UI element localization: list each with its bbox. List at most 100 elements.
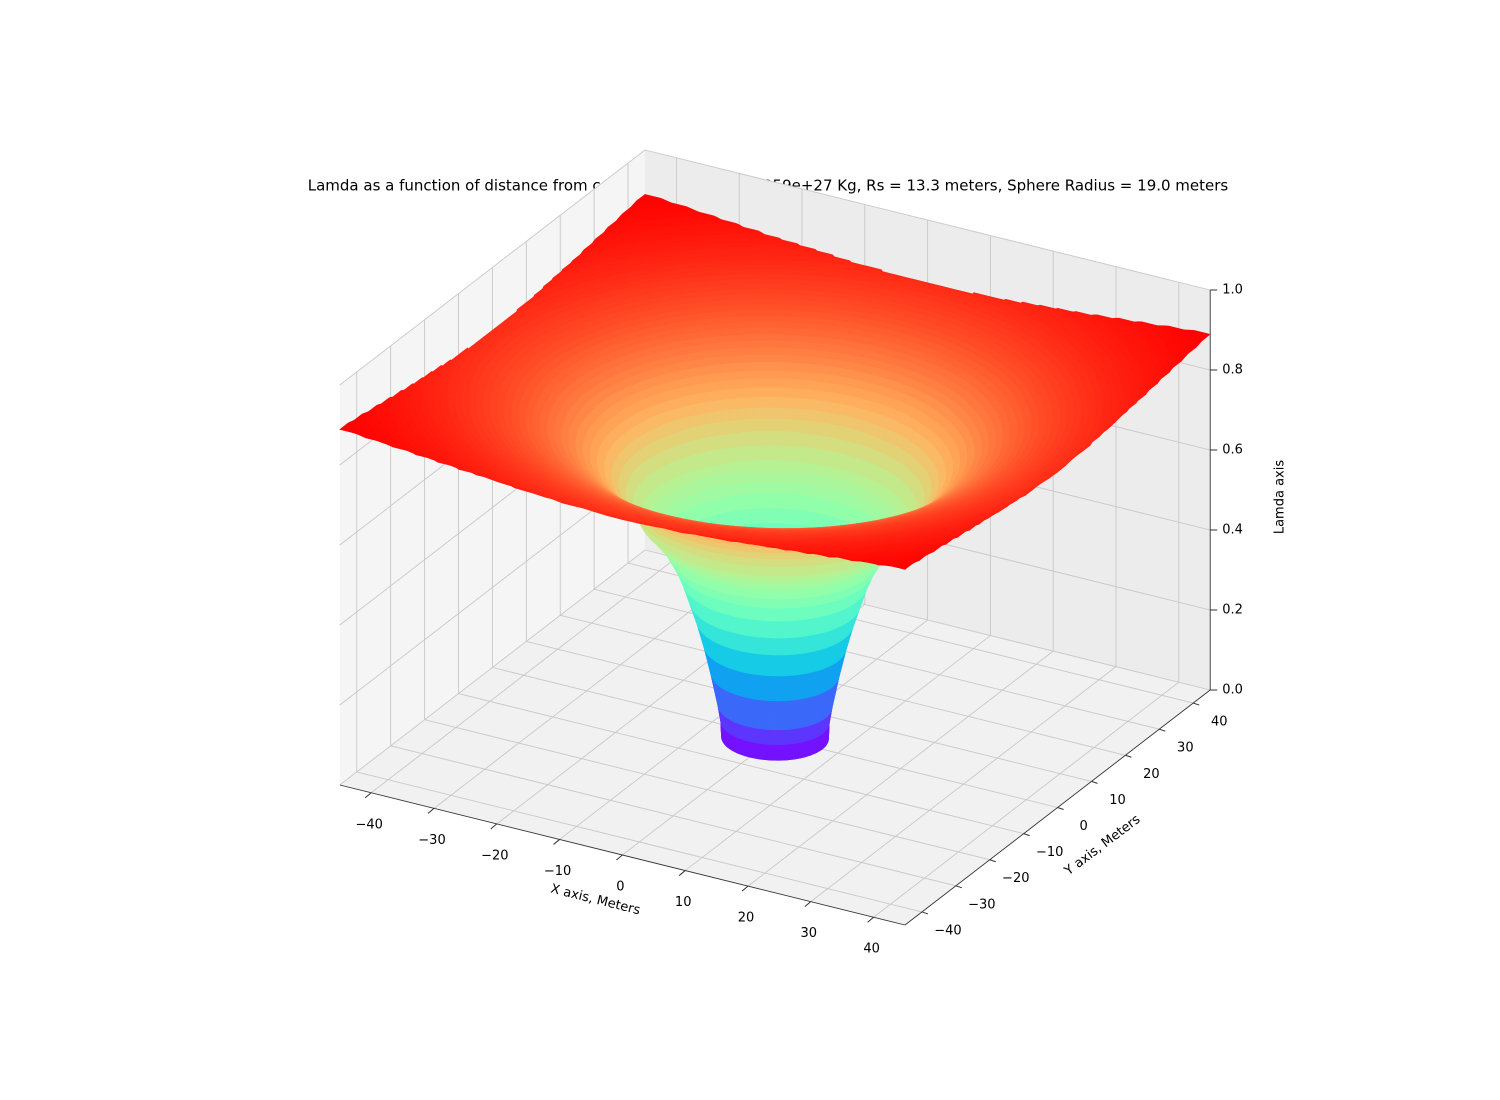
surface-patch bbox=[791, 575, 801, 581]
surface-patch bbox=[776, 744, 780, 761]
surface-patch bbox=[750, 387, 762, 399]
surface-patch bbox=[771, 575, 780, 581]
surface-patch bbox=[754, 315, 769, 323]
surface-patch bbox=[738, 370, 751, 381]
surface-patch bbox=[768, 654, 774, 677]
surface-patch bbox=[755, 557, 765, 567]
surface-patch bbox=[719, 328, 734, 337]
y-tick bbox=[1193, 702, 1200, 706]
surface-patch bbox=[776, 637, 783, 656]
surface-patch bbox=[744, 334, 758, 342]
surface-patch bbox=[748, 264, 767, 271]
surface-patch bbox=[777, 492, 785, 509]
z-tick-label: 1.0 bbox=[1222, 283, 1243, 298]
surface-patch bbox=[767, 304, 782, 312]
grid-line bbox=[390, 745, 956, 887]
surface-patch bbox=[747, 354, 760, 364]
surface-patch bbox=[773, 744, 777, 761]
z-tick-label: 0.0 bbox=[1222, 683, 1243, 698]
z-tick-label: 0.2 bbox=[1222, 603, 1243, 618]
x-axis-label: X axis, Meters bbox=[549, 882, 642, 919]
surface-patch bbox=[771, 579, 780, 586]
surface-patch bbox=[777, 444, 787, 462]
surface-patch bbox=[777, 481, 785, 494]
surface-patch bbox=[769, 370, 780, 380]
y-tick-label: −30 bbox=[968, 897, 995, 912]
surface-patch bbox=[778, 418, 788, 433]
x-tick-label: −20 bbox=[481, 848, 508, 863]
surface-patch bbox=[795, 398, 807, 411]
surface-patch bbox=[765, 255, 784, 262]
surface-patch bbox=[729, 251, 749, 257]
surface-patch bbox=[770, 729, 775, 745]
surface-patch bbox=[770, 430, 779, 446]
surface-patch bbox=[779, 340, 793, 349]
surface-patch bbox=[771, 492, 779, 509]
surface-patch bbox=[778, 397, 789, 409]
y-tick-label: −20 bbox=[1002, 871, 1029, 886]
surface-patch bbox=[766, 507, 773, 524]
surface-patch bbox=[764, 575, 773, 581]
surface-patch bbox=[765, 264, 784, 271]
surface-patch bbox=[770, 444, 779, 462]
surface-patch bbox=[766, 278, 783, 285]
surface-patch bbox=[764, 470, 772, 483]
surface-patch bbox=[762, 551, 772, 560]
surface-patch bbox=[758, 584, 767, 591]
surface-patch bbox=[749, 274, 767, 280]
surface-patch bbox=[763, 565, 773, 577]
surface-patch bbox=[740, 310, 756, 318]
surface-patch bbox=[773, 729, 777, 745]
surface-patch bbox=[786, 558, 796, 567]
surface-patch bbox=[769, 675, 774, 702]
surface-patch bbox=[777, 507, 784, 524]
y-tick bbox=[1125, 754, 1132, 758]
surface-patch bbox=[741, 316, 756, 323]
surface-patch bbox=[756, 565, 766, 576]
surface-patch bbox=[779, 370, 791, 380]
surface-patch bbox=[760, 397, 771, 409]
surface-patch bbox=[766, 299, 782, 306]
x-tick bbox=[804, 901, 812, 908]
surface-patch bbox=[764, 579, 773, 586]
surface-patch bbox=[759, 370, 771, 380]
surface-patch bbox=[780, 310, 795, 318]
surface-patch bbox=[798, 371, 811, 382]
surface-patch bbox=[763, 460, 772, 472]
surface-patch bbox=[732, 334, 747, 343]
x-tick bbox=[616, 854, 623, 861]
surface-patch bbox=[760, 589, 768, 600]
y-tick bbox=[955, 885, 963, 889]
grid-line bbox=[644, 149, 1211, 291]
surface-patch bbox=[745, 242, 766, 248]
y-axis-label: Y axis, Meters bbox=[1061, 812, 1144, 879]
surface-patch bbox=[737, 362, 750, 372]
surface-patch bbox=[729, 322, 745, 330]
surface-patch bbox=[739, 304, 755, 312]
surface-patch bbox=[800, 355, 813, 365]
surface-patch bbox=[787, 388, 799, 399]
y-tick-label: −10 bbox=[1036, 845, 1063, 860]
surface-patch bbox=[756, 340, 770, 349]
surface-patch bbox=[770, 744, 775, 761]
surface-patch bbox=[790, 341, 804, 350]
surface-patch bbox=[757, 347, 770, 356]
surface-patch bbox=[755, 327, 769, 336]
surface-patch bbox=[809, 364, 822, 375]
x-tick bbox=[427, 807, 435, 814]
surface-patch bbox=[771, 507, 778, 524]
surface-patch bbox=[736, 288, 753, 296]
surface-patch bbox=[755, 444, 765, 462]
grid-line bbox=[458, 693, 1024, 835]
surface-patch bbox=[789, 362, 801, 373]
surface-patch bbox=[765, 492, 773, 509]
surface-patch bbox=[763, 558, 772, 567]
surface-patch bbox=[765, 589, 773, 600]
surface-patch bbox=[767, 310, 782, 317]
surface-patch bbox=[773, 700, 778, 731]
surface-patch bbox=[756, 334, 770, 342]
surface-patch bbox=[766, 288, 783, 295]
surface-patch bbox=[758, 362, 770, 372]
surface-patch bbox=[753, 418, 764, 432]
y-tick-label: 10 bbox=[1109, 793, 1126, 808]
